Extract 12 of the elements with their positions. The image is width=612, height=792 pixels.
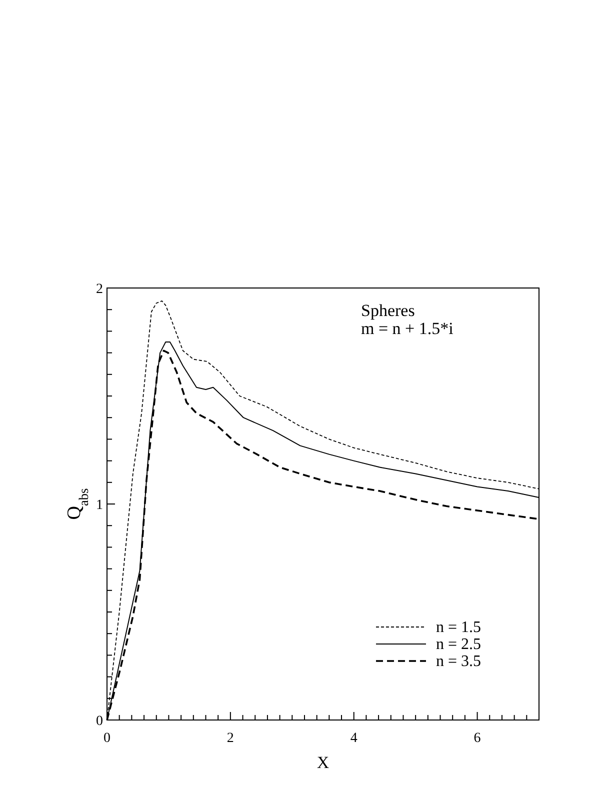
x-axis-title: X (316, 753, 330, 772)
x-tick-label: 4 (350, 731, 358, 746)
y-tick-label: 0 (96, 714, 103, 729)
legend-label: n = 2.5 (436, 636, 482, 653)
x-tick-label: 6 (474, 731, 481, 746)
annotation: m = n + 1.5*i (361, 319, 454, 338)
legend-label: n = 3.5 (436, 653, 482, 670)
y-tick-label: 1 (96, 498, 103, 513)
x-tick-label: 2 (226, 731, 234, 746)
legend-label: n = 1.5 (436, 619, 482, 636)
annotation: Spheres (361, 301, 415, 320)
y-tick-label: 2 (96, 282, 103, 297)
